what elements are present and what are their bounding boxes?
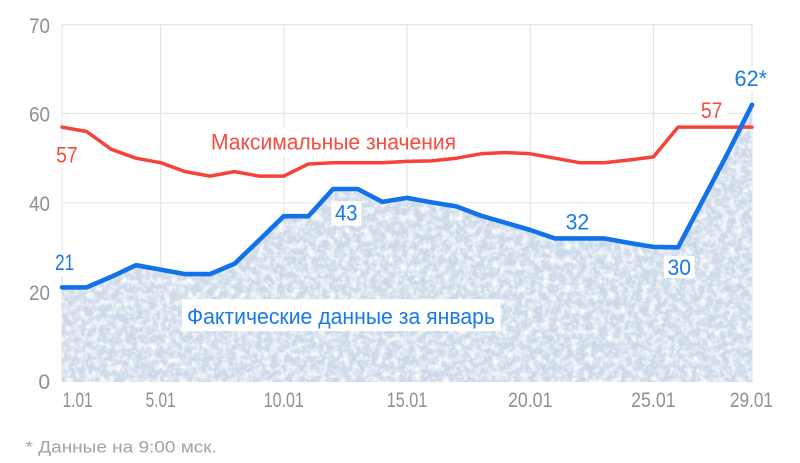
svg-text:Фактические данные за январь: Фактические данные за январь: [187, 304, 495, 329]
svg-text:21: 21: [55, 250, 74, 275]
svg-text:20: 20: [29, 282, 50, 305]
svg-text:20.01: 20.01: [508, 389, 553, 412]
svg-text:43: 43: [335, 201, 358, 226]
svg-text:40: 40: [29, 193, 50, 216]
svg-text:25.01: 25.01: [631, 389, 676, 412]
svg-text:15.01: 15.01: [387, 389, 428, 412]
svg-text:* Данные на 9:00 мск.: * Данные на 9:00 мск.: [26, 438, 217, 457]
svg-text:60: 60: [29, 104, 50, 127]
svg-text:29.01: 29.01: [730, 389, 773, 412]
svg-text:57: 57: [56, 143, 78, 168]
svg-text:32: 32: [566, 210, 590, 235]
svg-text:57: 57: [701, 98, 723, 123]
svg-text:5.01: 5.01: [146, 389, 176, 412]
svg-text:0: 0: [38, 371, 50, 394]
svg-text:62*: 62*: [735, 66, 768, 91]
svg-text:1.01: 1.01: [63, 389, 93, 412]
svg-text:Максимальные значения: Максимальные значения: [211, 130, 456, 155]
svg-text:70: 70: [29, 15, 50, 38]
svg-text:30: 30: [668, 255, 692, 280]
svg-text:10.01: 10.01: [264, 389, 304, 412]
